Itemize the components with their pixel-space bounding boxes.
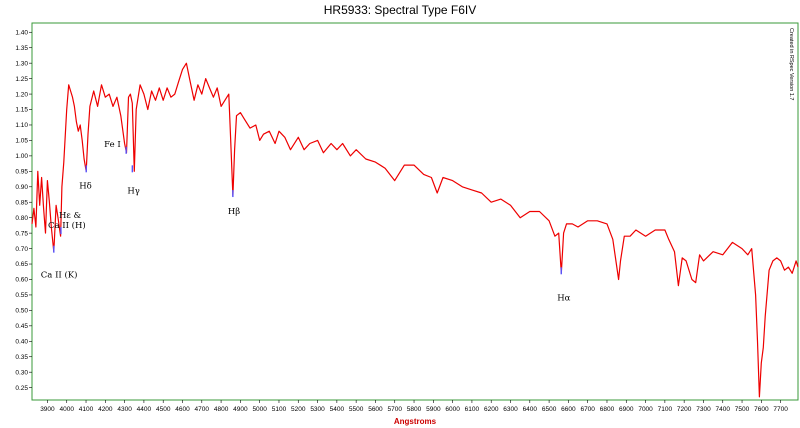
annotation-label: Fe I	[104, 140, 121, 150]
y-axis: 0.25 0.30 0.35 0.40 0.45 0.50 0.55 0.60 0.65 0.70…	[15, 29, 32, 392]
annotation-label: Ca II (K)	[41, 270, 78, 281]
y-tick-label: 0.55	[15, 292, 28, 299]
x-axis-label: Angstroms	[394, 417, 437, 426]
annotation-label: Hγ	[127, 186, 139, 196]
plot-frame	[31, 22, 799, 401]
y-tick-label: 0.65	[15, 261, 28, 268]
x-tick-label: 6100	[465, 406, 480, 413]
x-tick-label: 7100	[658, 406, 673, 413]
chart-title: HR5933: Spectral Type F6IV	[324, 3, 477, 17]
x-tick-label: 7200	[677, 406, 692, 413]
x-tick-label: 4400	[137, 406, 152, 413]
x-tick-label: 7000	[638, 406, 653, 413]
x-axis: 3900 4000 4100 4200 4300 4400 4500 4600 4700 4800…	[40, 400, 788, 413]
x-tick-label: 4000	[59, 406, 74, 413]
y-tick-label: 1.25	[15, 76, 28, 83]
y-tick-label: 0.95	[15, 169, 28, 176]
x-tick-label: 6000	[445, 406, 460, 413]
y-tick-label: 0.90	[15, 184, 28, 191]
x-tick-label: 4100	[79, 406, 94, 413]
line-annotations: Ca II (K) Hε &Ca II (H) Hδ Fe I Hγ Hβ Hα	[41, 140, 571, 304]
y-tick-label: 0.80	[15, 215, 28, 222]
y-tick-label: 0.60	[15, 277, 28, 284]
x-tick-label: 6200	[484, 406, 499, 413]
y-tick-label: 1.05	[15, 138, 28, 145]
x-tick-label: 6400	[523, 406, 538, 413]
y-tick-label: 0.35	[15, 354, 28, 361]
y-tick-label: 1.30	[15, 60, 28, 67]
y-tick-label: 0.75	[15, 230, 28, 237]
credit-text: Created in RSpec Version 1.7	[788, 28, 794, 100]
x-tick-label: 7300	[696, 406, 711, 413]
annotation-label: Ca II (H)	[48, 220, 86, 231]
x-tick-label: 7700	[773, 406, 788, 413]
y-tick-label: 1.20	[15, 91, 28, 98]
y-tick-label: 1.35	[15, 45, 28, 52]
y-tick-label: 0.30	[15, 369, 28, 376]
x-tick-label: 5600	[368, 406, 383, 413]
y-tick-label: 0.50	[15, 308, 28, 315]
y-tick-label: 0.85	[15, 199, 28, 206]
y-tick-label: 0.25	[15, 385, 28, 392]
x-tick-label: 7500	[735, 406, 750, 413]
y-tick-label: 0.45	[15, 323, 28, 330]
x-tick-label: 6600	[561, 406, 576, 413]
x-tick-label: 5800	[407, 406, 422, 413]
x-tick-label: 5100	[272, 406, 287, 413]
x-tick-label: 6800	[600, 406, 615, 413]
x-tick-label: 5400	[330, 406, 345, 413]
x-tick-label: 5500	[349, 406, 364, 413]
y-tick-label: 0.40	[15, 338, 28, 345]
annotation-label: Hβ	[228, 207, 240, 217]
x-tick-label: 6300	[503, 406, 518, 413]
x-tick-label: 6500	[542, 406, 557, 413]
spectrum-line	[31, 62, 799, 398]
x-tick-label: 3900	[40, 406, 55, 413]
y-tick-label: 0.70	[15, 246, 28, 253]
y-tick-label: 1.15	[15, 107, 28, 114]
x-tick-label: 6700	[580, 406, 595, 413]
x-tick-label: 4800	[214, 406, 229, 413]
line-markers	[53, 146, 562, 275]
annotation-label: Hα	[557, 293, 570, 303]
x-tick-label: 6900	[619, 406, 634, 413]
y-tick-label: 1.40	[15, 29, 28, 36]
x-tick-label: 7600	[754, 406, 769, 413]
y-tick-label: 1.10	[15, 122, 28, 129]
x-tick-label: 5300	[310, 406, 325, 413]
annotation-label: Hε &	[59, 211, 82, 221]
x-tick-label: 4900	[233, 406, 248, 413]
x-tick-label: 5200	[291, 406, 306, 413]
x-tick-label: 4600	[175, 406, 190, 413]
y-tick-label: 1.00	[15, 153, 28, 160]
x-tick-label: 4200	[98, 406, 113, 413]
x-tick-label: 7400	[716, 406, 731, 413]
x-tick-label: 4700	[195, 406, 210, 413]
x-tick-label: 4500	[156, 406, 171, 413]
x-tick-label: 5900	[426, 406, 441, 413]
x-tick-label: 5000	[252, 406, 267, 413]
x-tick-label: 4300	[117, 406, 132, 413]
annotation-label: Hδ	[79, 181, 92, 191]
x-tick-label: 5700	[388, 406, 403, 413]
